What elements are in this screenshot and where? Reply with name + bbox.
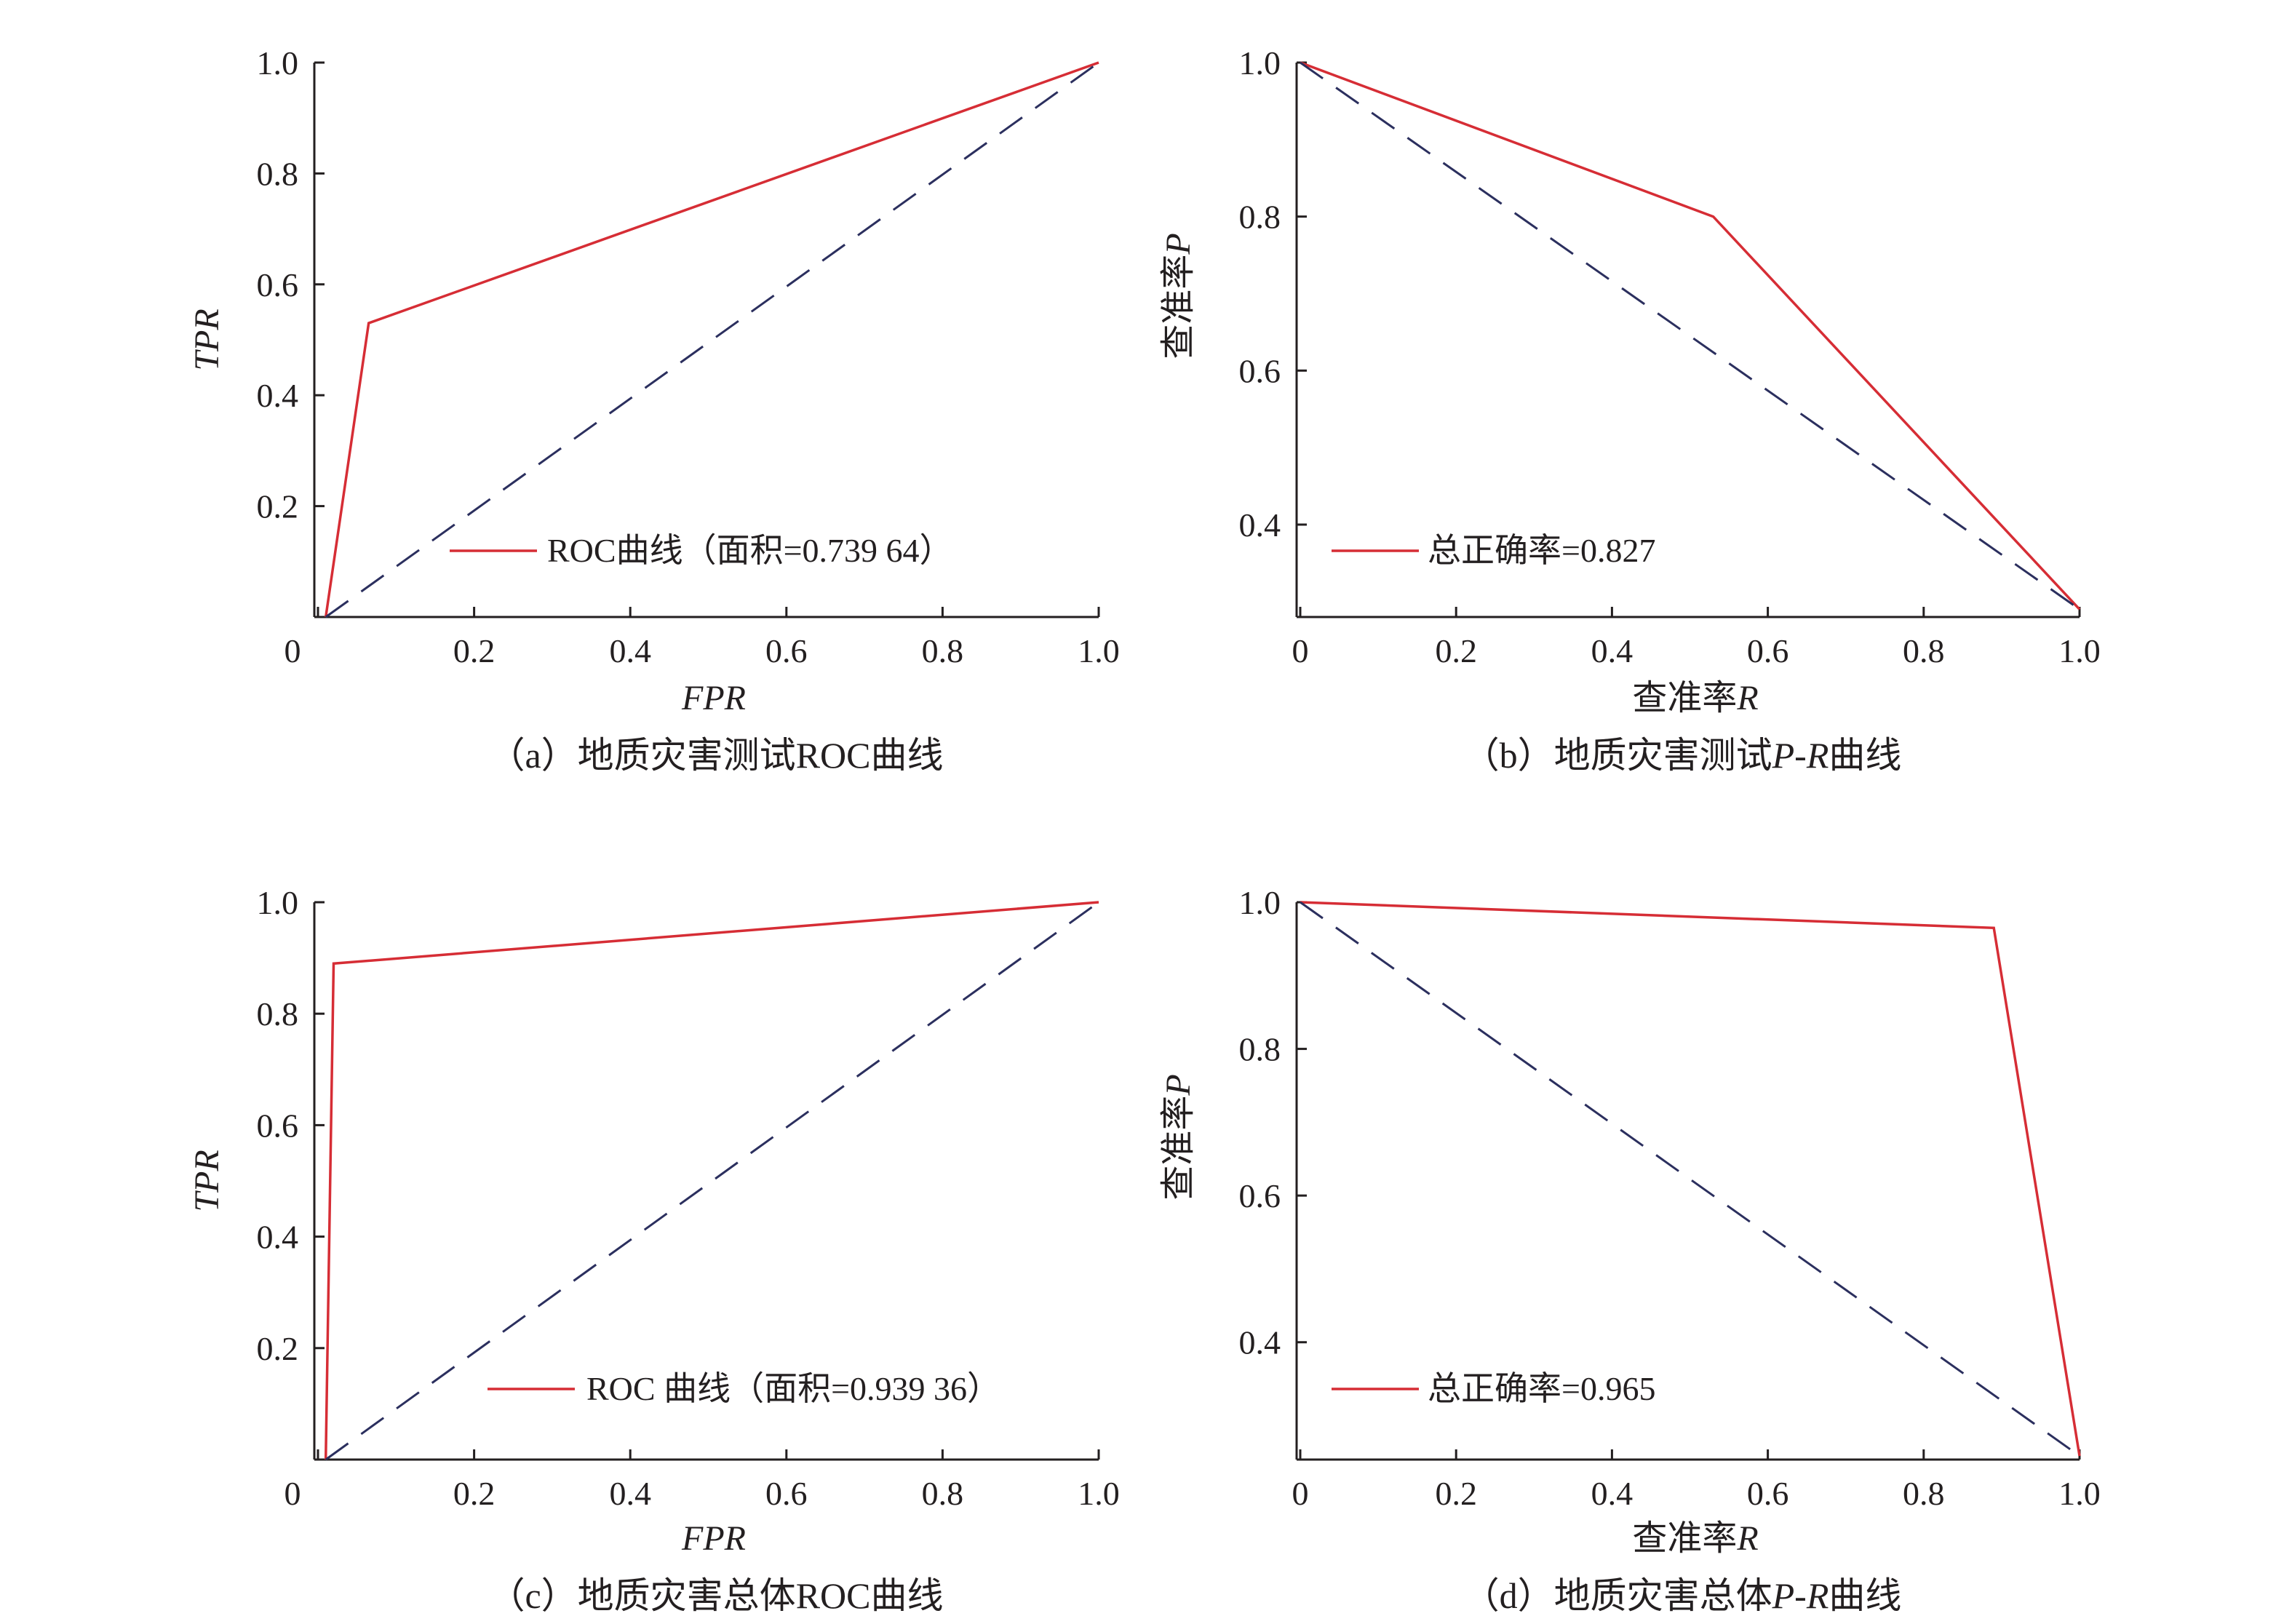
x-axis-label: FPR	[681, 1519, 746, 1558]
x-axis-label: 查准率R	[1632, 679, 1758, 717]
x-tick-label: 0.8	[1903, 632, 1945, 669]
y-tick-label: 0.6	[257, 266, 299, 303]
x-axis-label-variable: R	[1736, 679, 1758, 717]
y-axis-label: TPR	[188, 1150, 226, 1211]
caption-prefix: （d）地质灾害总体	[1463, 1575, 1772, 1616]
x-tick-label: 0.2	[453, 1475, 496, 1512]
y-tick-label: 1.0	[257, 44, 299, 81]
panel-caption: （b）地质灾害测试P-R曲线	[1463, 735, 1902, 776]
y-tick-label: 0.6	[257, 1107, 299, 1144]
reference-diagonal-line	[1300, 61, 2080, 610]
x-tick-label: 1.0	[1078, 632, 1120, 669]
y-axis-label-text: TPR	[188, 309, 226, 370]
x-tick-label: 0.4	[609, 1475, 651, 1512]
x-tick-label: 0	[1292, 632, 1309, 669]
x-tick-label: 0.8	[1903, 1475, 1945, 1512]
y-tick-label: 0.6	[1239, 1177, 1281, 1214]
y-axis-label: 查准率P	[1159, 1074, 1198, 1200]
reference-diagonal-line	[325, 61, 1099, 618]
y-tick-label: 0.8	[1239, 199, 1281, 236]
y-axis-label: 查准率P	[1159, 233, 1198, 359]
y-tick-label: 0.6	[1239, 352, 1281, 389]
x-tick-label: 0.6	[765, 1475, 808, 1512]
caption-prefix: （b）地质灾害测试	[1463, 735, 1772, 776]
y-axis-label-text: 查准率	[1159, 255, 1198, 359]
y-tick-label: 0.4	[1239, 506, 1281, 544]
y-axis-label-text: 查准率	[1159, 1096, 1198, 1201]
series-line	[1300, 901, 2081, 1457]
y-tick-label: 1.0	[1239, 884, 1281, 921]
caption-suffix: ROC曲线	[796, 735, 944, 776]
x-axis-label-text: FPR	[681, 1519, 746, 1558]
series-line	[324, 61, 1099, 618]
panel-caption: （a）地质灾害测试ROC曲线	[488, 735, 943, 776]
x-tick-label: 0.2	[453, 632, 496, 669]
x-tick-label: 0.6	[765, 632, 808, 669]
x-tick-label: 1.0	[2058, 1475, 2101, 1512]
chart-panel-a: 0 0.2 0.4 0.6 0.8 1.0 0.2 0.4 0.6 0.8 1.0 ROC曲线（面积=…	[188, 44, 1120, 776]
x-tick-label: 0	[1292, 1475, 1309, 1512]
x-tick-label: 0	[284, 1475, 301, 1512]
y-axis-label-text: TPR	[188, 1150, 226, 1211]
x-axis-label-text: 查准率	[1632, 679, 1737, 717]
x-axis-label-variable: R	[1736, 1519, 1758, 1558]
reference-diagonal-line	[1300, 901, 2080, 1457]
reference-diagonal-line	[325, 901, 1099, 1461]
y-tick-label: 0.2	[257, 1330, 299, 1367]
y-tick-label: 1.0	[1239, 44, 1281, 81]
caption-prefix: （a）地质灾害测试	[488, 735, 795, 776]
legend: 总正确率=0.965	[1332, 1370, 1655, 1407]
y-tick-label: 0.8	[257, 995, 299, 1032]
x-tick-label: 0.8	[922, 632, 964, 669]
x-tick-label: 0.4	[609, 632, 651, 669]
y-axis-label-variable: P	[1159, 1074, 1198, 1096]
caption-prefix: （c）地质灾害总体	[488, 1575, 795, 1616]
y-tick-label: 1.0	[257, 884, 299, 921]
series-line	[1300, 61, 2081, 610]
x-tick-label: 0.8	[922, 1475, 964, 1512]
x-tick-label: 1.0	[1078, 1475, 1120, 1512]
chart-panel-c: 0 0.2 0.4 0.6 0.8 1.0 0.2 0.4 0.6 0.8 1.0 ROC 曲线（面积…	[188, 884, 1120, 1616]
y-tick-label: 0.8	[1239, 1031, 1281, 1068]
x-tick-label: 0.6	[1747, 632, 1789, 669]
y-tick-label: 0.8	[257, 155, 299, 192]
legend: ROC曲线（面积=0.739 64）	[450, 532, 953, 569]
series-line	[324, 901, 1099, 1460]
x-axis-label: 查准率R	[1632, 1519, 1758, 1558]
chart-panels: 0 0.2 0.4 0.6 0.8 1.0 0.2 0.4 0.6 0.8 1.0 ROC曲线（面积=…	[188, 44, 2101, 1616]
caption-suffix: ROC曲线	[796, 1575, 944, 1616]
legend-label: 总正确率=0.965	[1428, 1370, 1655, 1407]
caption-suffix: 曲线	[1829, 735, 1901, 776]
chart-panel-b: 0 0.2 0.4 0.6 0.8 1.0 0.4 0.6 0.8 1.0 总正确率=0.827 查准…	[1159, 44, 2101, 776]
x-axis-label-text: FPR	[681, 679, 746, 717]
caption-suffix: 曲线	[1829, 1575, 1901, 1616]
chart-panel-d: 0 0.2 0.4 0.6 0.8 1.0 0.4 0.6 0.8 1.0 总正确率=0.965 查准…	[1159, 884, 2101, 1616]
y-axis-label: TPR	[188, 309, 226, 370]
legend: 总正确率=0.827	[1332, 532, 1655, 569]
x-axis-label-text: 查准率	[1632, 1519, 1737, 1558]
x-tick-label: 0.2	[1435, 1475, 1477, 1512]
x-tick-label: 0	[284, 632, 301, 669]
caption-italic: P-R	[1772, 735, 1829, 776]
legend-label: ROC 曲线（面积=0.939 36）	[586, 1370, 1000, 1407]
y-tick-label: 0.4	[257, 1219, 299, 1256]
caption-italic: P-R	[1772, 1575, 1829, 1616]
panel-caption: （c）地质灾害总体ROC曲线	[488, 1575, 943, 1616]
x-axis-label: FPR	[681, 679, 746, 717]
x-tick-label: 0.6	[1747, 1475, 1789, 1512]
x-tick-label: 0.4	[1591, 1475, 1634, 1512]
y-axis-label-variable: P	[1159, 233, 1198, 255]
legend-label: ROC曲线（面积=0.739 64）	[547, 532, 953, 569]
x-tick-label: 1.0	[2058, 632, 2101, 669]
y-tick-label: 0.2	[257, 488, 299, 525]
x-tick-label: 0.2	[1435, 632, 1477, 669]
legend: ROC 曲线（面积=0.939 36）	[488, 1370, 1000, 1407]
x-tick-label: 0.4	[1591, 632, 1634, 669]
y-tick-label: 0.4	[1239, 1324, 1281, 1361]
panel-caption: （d）地质灾害总体P-R曲线	[1463, 1575, 1902, 1616]
y-tick-label: 0.4	[257, 377, 299, 414]
legend-label: 总正确率=0.827	[1428, 532, 1655, 569]
